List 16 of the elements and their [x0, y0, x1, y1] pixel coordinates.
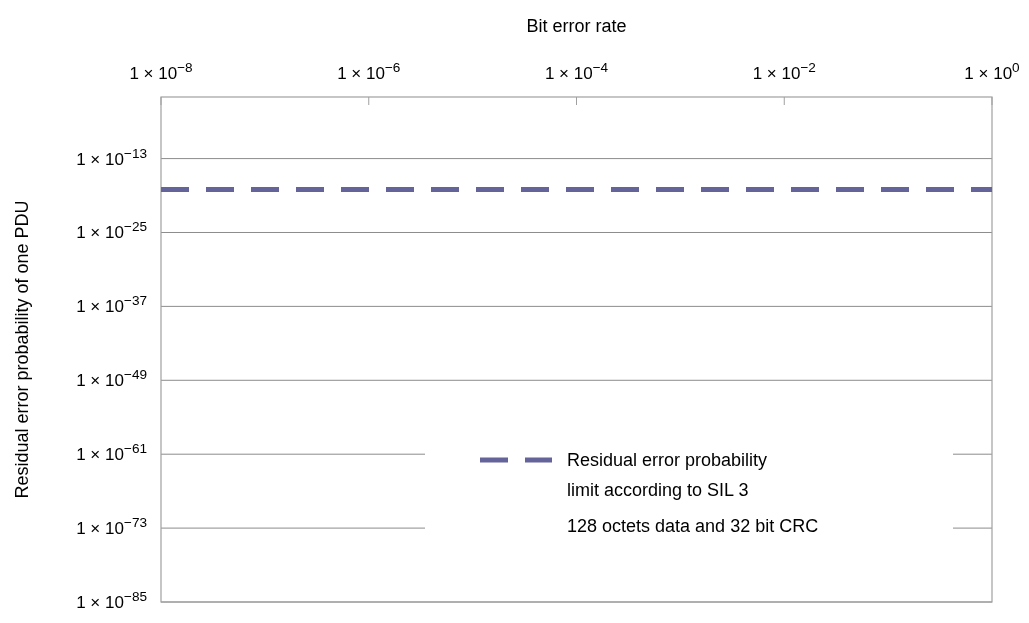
x-tick-label: 1 × 10$^{−2}$ [752, 59, 816, 83]
y-tick-label: 1 × 10$^{−37}$ [76, 292, 147, 317]
y-axis-title: Residual error probability of one PDU [12, 200, 32, 499]
y-tick-label: 1 × 10$^{−13}$ [76, 145, 147, 169]
y-tick-label: 1 × 10$^{−49}$ [76, 366, 147, 391]
x-tick-label: 1 × 10$^{−6}$ [337, 59, 401, 83]
x-tick-label: 1 × 10$^{−8}$ [129, 59, 193, 83]
y-tick-label: 1 × 10$^{−73}$ [76, 514, 147, 539]
annotation: 128 octets data and 32 bit CRC [567, 516, 819, 536]
y-tick-label: 1 × 10$^{−25}$ [76, 218, 147, 243]
legend-label: Residual error probability limit according to SIL 3 [567, 450, 768, 500]
x-axis-title: Bit error rate [526, 16, 627, 36]
x-tick-label: 1 × 10$^{0}$ [964, 59, 1021, 83]
y-tick-label: 1 × 10$^{−85}$ [76, 588, 147, 612]
x-tick-label: 1 × 10$^{−4}$ [544, 59, 609, 83]
y-tick-label: 1 × 10$^{−61}$ [76, 440, 147, 465]
